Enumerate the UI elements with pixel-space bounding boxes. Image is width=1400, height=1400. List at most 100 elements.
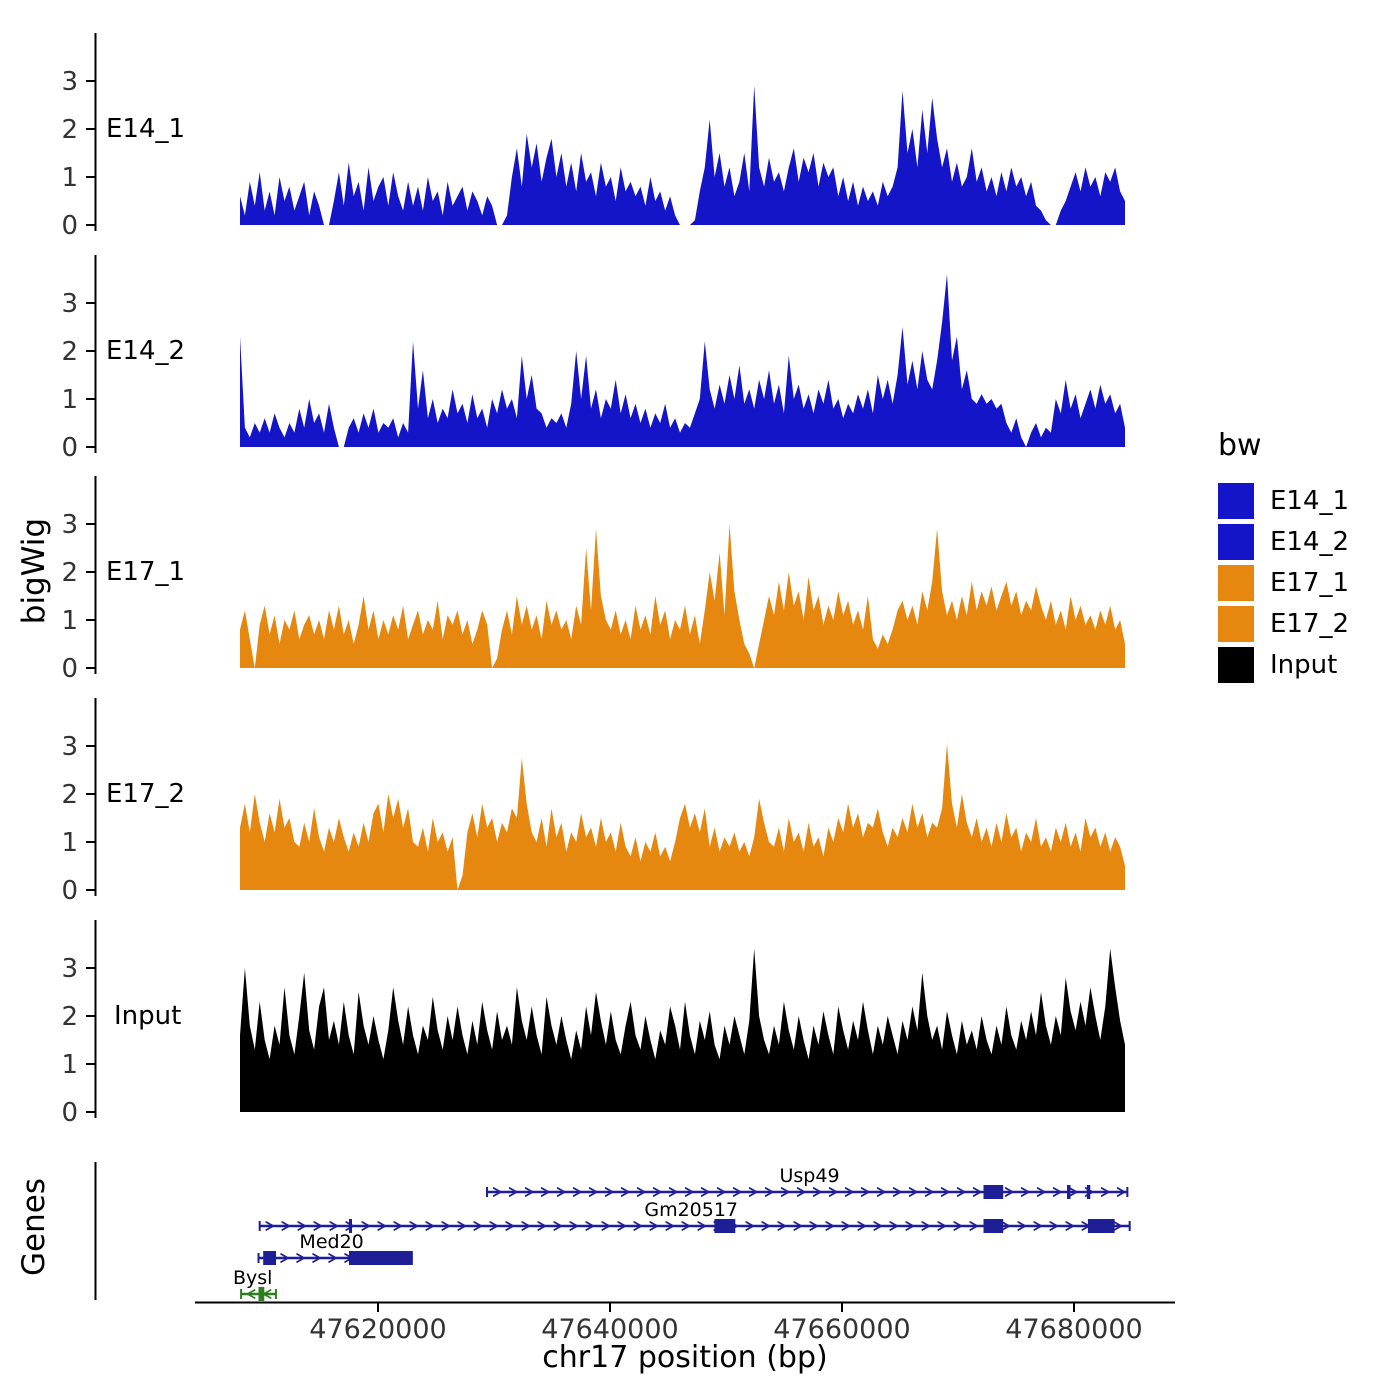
- strand-arrow: [972, 1187, 982, 1197]
- gene-exon: [1067, 1185, 1071, 1199]
- gene-label-Bysl: Bysl: [233, 1267, 272, 1289]
- strand-arrow: [681, 1221, 691, 1231]
- strand-arrow: [1116, 1187, 1126, 1197]
- gene-exon: [258, 1287, 265, 1301]
- strand-arrow: [633, 1221, 643, 1231]
- gene-exon: [349, 1219, 352, 1233]
- track-area-E17_1: [240, 524, 1125, 668]
- legend-title: bw: [1218, 428, 1262, 463]
- strand-arrow: [313, 1221, 323, 1231]
- legend-label-e14-2: E14_2: [1270, 527, 1350, 557]
- gene-label-Usp49: Usp49: [779, 1165, 839, 1187]
- legend-item: E14_2: [1218, 524, 1349, 560]
- strand-arrow: [1033, 1221, 1043, 1231]
- strand-arrow: [1020, 1187, 1030, 1197]
- gene-exon: [983, 1185, 1004, 1199]
- strand-arrow: [281, 1221, 291, 1231]
- y-tick-label: 2: [61, 780, 78, 810]
- y-tick-label: 2: [61, 1002, 78, 1032]
- legend-swatch-e17-1: [1218, 565, 1254, 601]
- y-tick-label: 0: [61, 1098, 78, 1128]
- strand-arrow: [1065, 1221, 1075, 1231]
- legend-item: E17_2: [1218, 606, 1349, 642]
- y-tick-label: 1: [61, 606, 78, 636]
- strand-arrow: [761, 1221, 771, 1231]
- track-label-e17-1: E17_1: [106, 557, 186, 587]
- y-tick-label: 0: [61, 654, 78, 684]
- strand-arrow: [793, 1221, 803, 1231]
- strand-arrow: [697, 1221, 707, 1231]
- strand-arrow: [684, 1187, 694, 1197]
- gene-exon: [1087, 1219, 1115, 1233]
- gene-label-Med20: Med20: [299, 1231, 363, 1253]
- gene-exon: [1086, 1185, 1091, 1199]
- strand-arrow: [940, 1187, 950, 1197]
- strand-arrow: [956, 1187, 966, 1197]
- strand-arrow: [700, 1187, 710, 1197]
- genes-axis-title: Genes: [16, 1178, 52, 1276]
- strand-arrow: [844, 1187, 854, 1197]
- strand-arrow: [716, 1187, 726, 1197]
- gene-label-Gm20517: Gm20517: [644, 1199, 738, 1221]
- gene-exon: [714, 1219, 736, 1233]
- y-tick-label: 0: [61, 211, 78, 241]
- strand-arrow: [588, 1187, 598, 1197]
- track-area-Input: [240, 948, 1125, 1112]
- strand-arrow: [601, 1221, 611, 1231]
- strand-arrow: [246, 1289, 256, 1299]
- strand-arrow: [572, 1187, 582, 1197]
- legend-swatch-input: [1218, 647, 1254, 683]
- strand-arrow: [393, 1221, 403, 1231]
- strand-arrow: [889, 1221, 899, 1231]
- y-tick-label: 1: [61, 163, 78, 193]
- strand-arrow: [649, 1221, 659, 1231]
- strand-arrow: [905, 1221, 915, 1231]
- strand-arrow: [1100, 1187, 1110, 1197]
- strand-arrow: [617, 1221, 627, 1231]
- strand-arrow: [1017, 1221, 1027, 1231]
- y-tick-label: 2: [61, 337, 78, 367]
- track-label-input: Input: [114, 1001, 182, 1031]
- track-area-E14_1: [240, 85, 1125, 225]
- x-axis-title: chr17 position (bp): [542, 1340, 828, 1375]
- strand-arrow: [361, 1221, 371, 1231]
- legend-swatch-e17-2: [1218, 606, 1254, 642]
- strand-arrow: [777, 1221, 787, 1231]
- legend-swatch-e14-1: [1218, 483, 1254, 519]
- x-tick-label: 47620000: [309, 1314, 446, 1345]
- strand-arrow: [505, 1221, 515, 1231]
- track-label-e17-2: E17_2: [106, 779, 186, 809]
- strand-arrow: [748, 1187, 758, 1197]
- track-area-E14_2: [240, 274, 1125, 447]
- legend: bw E14_1 E14_2 E17_1 E17_2 Input: [1218, 428, 1349, 688]
- strand-arrow: [1004, 1187, 1014, 1197]
- strand-arrow: [876, 1187, 886, 1197]
- strand-arrow: [892, 1187, 902, 1197]
- strand-arrow: [296, 1253, 305, 1263]
- track-label-e14-1: E14_1: [106, 114, 186, 144]
- strand-arrow: [540, 1187, 550, 1197]
- legend-label-input: Input: [1270, 650, 1338, 680]
- legend-swatch-e14-2: [1218, 524, 1254, 560]
- track-label-e14-2: E14_2: [106, 336, 186, 366]
- strand-arrow: [732, 1187, 742, 1197]
- strand-arrow: [1049, 1221, 1059, 1231]
- strand-arrow: [377, 1221, 387, 1231]
- y-tick-label: 3: [61, 954, 78, 984]
- x-tick-label: 47640000: [541, 1314, 678, 1345]
- strand-arrow: [537, 1221, 547, 1231]
- strand-arrow: [924, 1187, 934, 1197]
- gene-exon: [983, 1219, 1004, 1233]
- strand-arrow: [604, 1187, 614, 1197]
- strand-arrow: [953, 1221, 963, 1231]
- strand-arrow: [473, 1221, 483, 1231]
- y-tick-label: 3: [61, 510, 78, 540]
- strand-arrow: [524, 1187, 534, 1197]
- strand-arrow: [860, 1187, 870, 1197]
- legend-item: E14_1: [1218, 483, 1349, 519]
- y-tick-label: 3: [61, 67, 78, 97]
- strand-arrow: [857, 1221, 867, 1231]
- strand-arrow: [409, 1221, 419, 1231]
- strand-arrow: [297, 1221, 307, 1231]
